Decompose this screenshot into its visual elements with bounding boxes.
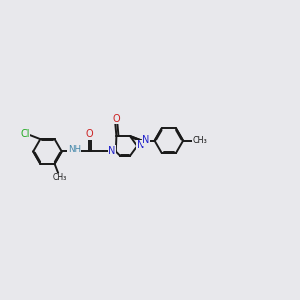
Text: O: O <box>112 114 120 124</box>
Text: Cl: Cl <box>20 129 30 140</box>
Text: N: N <box>108 146 116 156</box>
Text: O: O <box>86 129 94 139</box>
Text: NH: NH <box>68 145 81 154</box>
Text: N: N <box>142 135 150 145</box>
Text: CH₃: CH₃ <box>192 136 207 145</box>
Text: CH₃: CH₃ <box>52 173 67 182</box>
Text: N: N <box>137 140 144 151</box>
